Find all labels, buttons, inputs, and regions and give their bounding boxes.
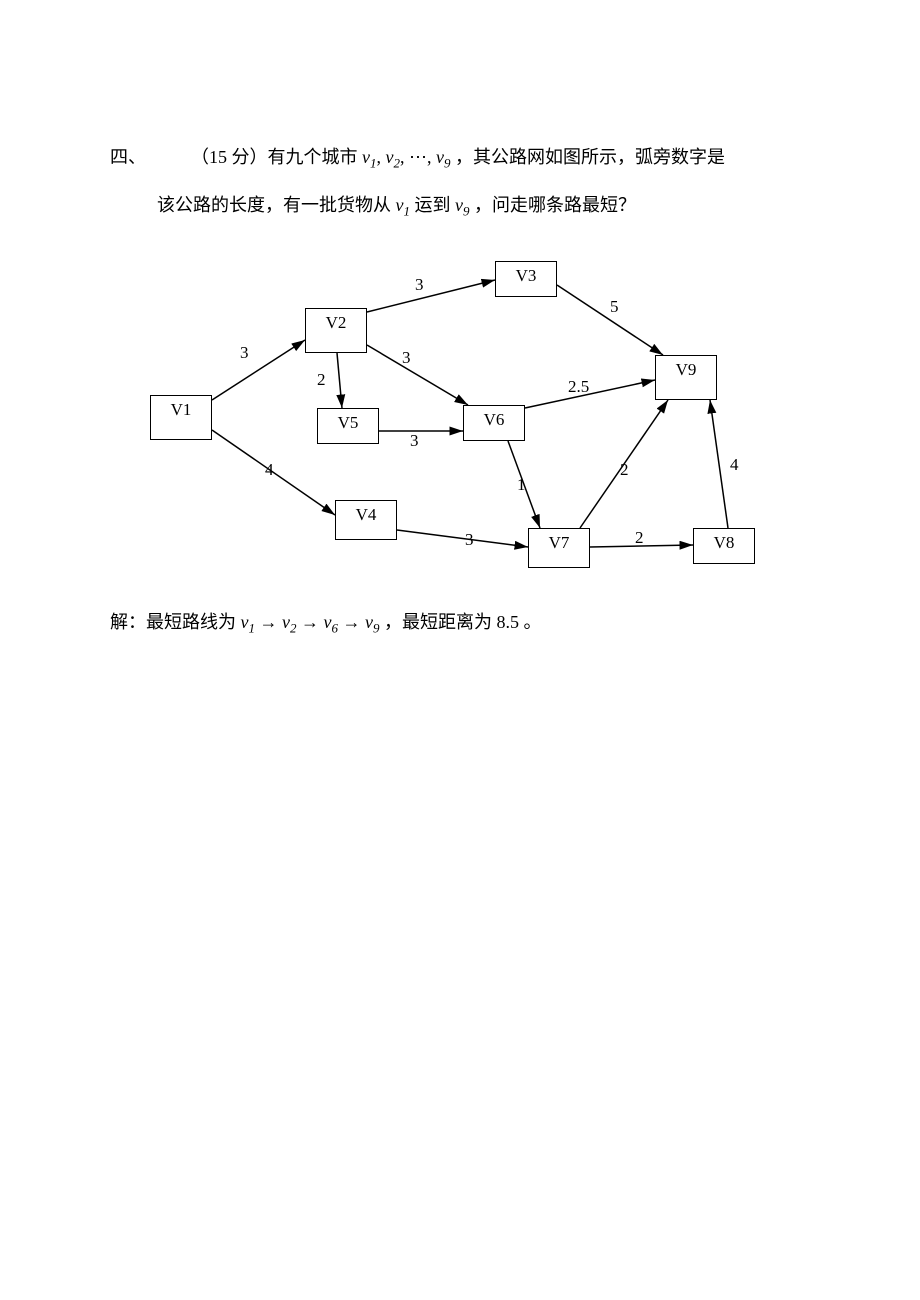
answer-prefix: 解：最短路线为	[110, 612, 236, 632]
edge-label-v2-v3: 3	[415, 275, 424, 295]
from-sub: 1	[404, 204, 411, 219]
edge-v2-v6	[367, 345, 468, 405]
edge-label-v2-v6: 3	[402, 348, 411, 368]
q2a: 该公路的长度，有一批货物从	[157, 195, 391, 215]
cities-v1-sub: 1	[370, 156, 377, 171]
edge-label-v5-v6: 3	[410, 431, 419, 451]
edge-v8-v9	[710, 400, 728, 528]
q1a: 有九个城市	[268, 147, 358, 167]
answer-path: v1 → v2 → v6 → v9	[241, 612, 380, 632]
edge-label-v3-v9: 5	[610, 297, 619, 317]
cities-v2: v	[386, 147, 394, 167]
edge-v2-v3	[367, 280, 495, 312]
answer-distance: 8.5	[497, 612, 520, 632]
edge-label-v4-v7: 3	[465, 530, 474, 550]
node-v6: V6	[463, 405, 525, 441]
question-line-2: 该公路的长度，有一批货物从 v1 运到 v9 ，问走哪条路最短？	[157, 188, 827, 224]
edge-label-v1-v4: 4	[265, 460, 274, 480]
cities-v9-sub: 9	[444, 156, 451, 171]
to-sub: 9	[463, 204, 470, 219]
question-points: （15 分）	[191, 147, 268, 167]
edge-v3-v9	[557, 285, 663, 355]
node-v7: V7	[528, 528, 590, 568]
node-v8: V8	[693, 528, 755, 564]
node-v9: V9	[655, 355, 717, 400]
q2b: 运到	[415, 195, 451, 215]
q2c: ，问走哪条路最短？	[474, 195, 636, 215]
edge-label-v7-v9: 2	[620, 460, 629, 480]
answer-mid: ，最短距离为	[384, 612, 492, 632]
node-v3: V3	[495, 261, 557, 297]
edge-label-v6-v7: 1	[517, 475, 526, 495]
cities-v2-sub: 2	[394, 156, 401, 171]
q1b: ，其公路网如图所示，弧旁数字是	[455, 147, 725, 167]
node-v1: V1	[150, 395, 212, 440]
from-v: v	[396, 195, 404, 215]
edge-label-v2-v5: 2	[317, 370, 326, 390]
edge-v2-v5	[337, 353, 342, 408]
edge-label-v6-v9: 2.5	[568, 377, 589, 397]
node-v5: V5	[317, 408, 379, 444]
cities-v9: v	[436, 147, 444, 167]
answer-suffix: 。	[524, 612, 542, 632]
cities-v1: v	[362, 147, 370, 167]
edge-label-v8-v9: 4	[730, 455, 739, 475]
to-v: v	[455, 195, 463, 215]
edge-v1-v2	[212, 340, 305, 400]
edge-label-v1-v2: 3	[240, 343, 249, 363]
edge-v6-v9	[525, 380, 655, 408]
edge-v4-v7	[397, 530, 528, 547]
question-number: 四、	[110, 147, 146, 167]
page: 四、 （15 分）有九个城市 v1, v2, ⋯, v9 ，其公路网如图所示，弧…	[0, 0, 920, 1300]
graph-area: V1 V2 V3 V4 V5 V6 V7 V8 V9 3 4 3 2 3 5 3 3 1 2.5 2 2 4	[120, 245, 800, 585]
node-v2: V2	[305, 308, 367, 353]
edge-label-v7-v8: 2	[635, 528, 644, 548]
answer: 解：最短路线为 v1 → v2 → v6 → v9 ，最短距离为 8.5 。	[110, 608, 542, 637]
question-line-1: 四、 （15 分）有九个城市 v1, v2, ⋯, v9 ，其公路网如图所示，弧…	[110, 140, 830, 176]
node-v4: V4	[335, 500, 397, 540]
